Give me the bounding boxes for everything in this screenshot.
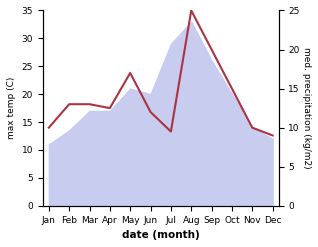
Y-axis label: med. precipitation (kg/m2): med. precipitation (kg/m2) xyxy=(302,47,311,169)
X-axis label: date (month): date (month) xyxy=(122,230,200,240)
Y-axis label: max temp (C): max temp (C) xyxy=(7,77,16,139)
